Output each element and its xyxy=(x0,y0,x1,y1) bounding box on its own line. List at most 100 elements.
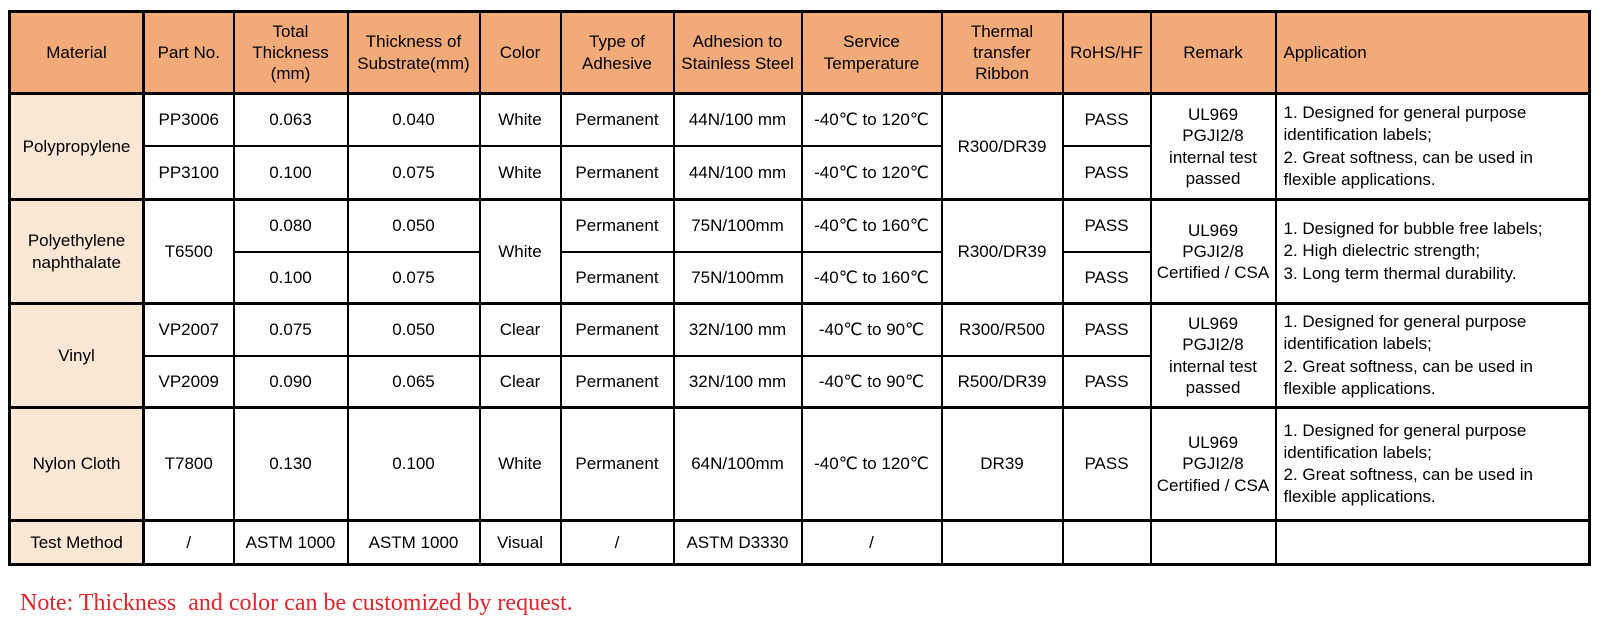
header-ribbon: Thermal transfer Ribbon xyxy=(940,10,1064,95)
cell-adhesive: Permanent xyxy=(559,198,675,253)
cell-rohs: PASS xyxy=(1061,92,1152,147)
cell-total-thickness: 0.090 xyxy=(232,354,349,409)
cell-service-temp: -40℃ to 160℃ xyxy=(800,198,943,253)
cell-part-no: T6500 xyxy=(142,198,235,305)
cell-ribbon: R500/DR39 xyxy=(940,354,1064,409)
cell-material-nylon: Nylon Cloth xyxy=(8,406,145,522)
cell-remark: UL969 PGJI2/8 Certified / CSA xyxy=(1149,198,1277,305)
cell-adhesion: 44N/100 mm xyxy=(672,144,803,201)
cell-substrate-thickness: 0.040 xyxy=(346,92,481,147)
cell-color: White xyxy=(478,198,562,305)
header-service-temp: Service Temperature xyxy=(800,10,943,95)
cell-substrate-thickness: 0.050 xyxy=(346,302,481,357)
cell-service-temp: -40℃ to 120℃ xyxy=(800,406,943,522)
cell-color: Clear xyxy=(478,302,562,357)
cell-application: 1. Designed for general purpose identifi… xyxy=(1274,406,1591,522)
cell-application: 1. Designed for general purpose identifi… xyxy=(1274,302,1591,409)
customization-note: Note: Thickness and color can be customi… xyxy=(20,590,573,616)
cell-total-thickness: 0.100 xyxy=(232,144,349,201)
header-material: Material xyxy=(8,10,145,95)
cell-part-no: VP2007 xyxy=(142,302,235,357)
cell-test-total: ASTM 1000 xyxy=(232,519,349,566)
cell-rohs: PASS xyxy=(1061,250,1152,305)
cell-total-thickness: 0.130 xyxy=(232,406,349,522)
cell-color: White xyxy=(478,406,562,522)
cell-adhesion: 75N/100mm xyxy=(672,250,803,305)
cell-substrate-thickness: 0.100 xyxy=(346,406,481,522)
cell-empty xyxy=(940,519,1064,566)
cell-test-color: Visual xyxy=(478,519,562,566)
cell-adhesion: 44N/100 mm xyxy=(672,92,803,147)
header-adhesive-type: Type of Adhesive xyxy=(559,10,675,95)
header-adhesion: Adhesion to Stainless Steel xyxy=(672,10,803,95)
cell-adhesion: 75N/100mm xyxy=(672,198,803,253)
cell-substrate-thickness: 0.075 xyxy=(346,250,481,305)
cell-total-thickness: 0.063 xyxy=(232,92,349,147)
cell-ribbon: R300/DR39 xyxy=(940,198,1064,305)
header-total-thickness: Total Thickness (mm) xyxy=(232,10,349,95)
cell-adhesion: 64N/100mm xyxy=(672,406,803,522)
table-row: 0.100 0.075 Permanent 75N/100mm -40℃ to … xyxy=(10,250,1590,305)
cell-material-polypropylene: Polypropylene xyxy=(8,92,145,201)
cell-adhesive: Permanent xyxy=(559,302,675,357)
header-part-no: Part No. xyxy=(142,10,235,95)
cell-adhesive: Permanent xyxy=(559,250,675,305)
cell-adhesive: Permanent xyxy=(559,92,675,147)
cell-remark: UL969 PGJI2/8 internal test passed xyxy=(1149,302,1277,409)
table-row: PP3100 0.100 0.075 White Permanent 44N/1… xyxy=(10,144,1590,201)
cell-test-adhesion: ASTM D3330 xyxy=(672,519,803,566)
cell-substrate-thickness: 0.065 xyxy=(346,354,481,409)
cell-empty xyxy=(1274,519,1591,566)
cell-part-no: PP3006 xyxy=(142,92,235,147)
cell-total-thickness: 0.100 xyxy=(232,250,349,305)
cell-ribbon: DR39 xyxy=(940,406,1064,522)
table-row: Nylon Cloth T7800 0.130 0.100 White Perm… xyxy=(8,406,1591,522)
cell-empty xyxy=(1149,519,1277,566)
cell-color: Clear xyxy=(478,354,562,409)
cell-adhesion: 32N/100 mm xyxy=(672,354,803,409)
cell-color: White xyxy=(478,144,562,201)
cell-test-substrate: ASTM 1000 xyxy=(346,519,481,566)
cell-total-thickness: 0.080 xyxy=(232,198,349,253)
table-row: Polypropylene PP3006 0.063 0.040 White P… xyxy=(8,92,1591,201)
material-spec-table: Material Part No. Total Thickness (mm) T… xyxy=(8,10,1591,566)
cell-service-temp: -40℃ to 90℃ xyxy=(800,354,943,409)
cell-part-no: PP3100 xyxy=(142,144,235,201)
cell-rohs: PASS xyxy=(1061,406,1152,522)
cell-remark: UL969 PGJI2/8 internal test passed xyxy=(1149,92,1277,201)
cell-application: 1. Designed for general purpose identifi… xyxy=(1274,92,1591,201)
header-substrate-thickness: Thickness of Substrate(mm) xyxy=(346,10,481,95)
cell-test-adhesive: / xyxy=(559,519,675,566)
cell-service-temp: -40℃ to 160℃ xyxy=(800,250,943,305)
table-row: Vinyl VP2007 0.075 0.050 Clear Permanent… xyxy=(8,302,1591,409)
cell-part-no: T7800 xyxy=(142,406,235,522)
table-row: VP2009 0.090 0.065 Clear Permanent 32N/1… xyxy=(10,354,1590,409)
test-method-row: Test Method / ASTM 1000 ASTM 1000 Visual… xyxy=(8,519,1591,566)
cell-application: 1. Designed for bubble free labels; 2. H… xyxy=(1274,198,1591,305)
cell-material-vinyl: Vinyl xyxy=(8,302,145,409)
cell-adhesive: Permanent xyxy=(559,406,675,522)
header-rohs: RoHS/HF xyxy=(1061,10,1152,95)
header-application: Application xyxy=(1274,10,1591,95)
cell-ribbon: R300/R500 xyxy=(940,302,1064,357)
cell-adhesive: Permanent xyxy=(559,144,675,201)
cell-rohs: PASS xyxy=(1061,302,1152,357)
header-row: Material Part No. Total Thickness (mm) T… xyxy=(8,10,1591,95)
cell-substrate-thickness: 0.075 xyxy=(346,144,481,201)
cell-rohs: PASS xyxy=(1061,144,1152,201)
cell-substrate-thickness: 0.050 xyxy=(346,198,481,253)
cell-empty xyxy=(1061,519,1152,566)
cell-remark: UL969 PGJI2/8 Certified / CSA xyxy=(1149,406,1277,522)
cell-material-pen: Polyethylene naphthalate xyxy=(8,198,145,305)
cell-color: White xyxy=(478,92,562,147)
header-color: Color xyxy=(478,10,562,95)
cell-ribbon: R300/DR39 xyxy=(940,92,1064,201)
cell-adhesive: Permanent xyxy=(559,354,675,409)
header-remark: Remark xyxy=(1149,10,1277,95)
cell-test-temp: / xyxy=(800,519,943,566)
cell-service-temp: -40℃ to 120℃ xyxy=(800,144,943,201)
table-row: Polyethylene naphthalate T6500 0.080 0.0… xyxy=(8,198,1591,305)
cell-test-method-label: Test Method xyxy=(8,519,145,566)
cell-total-thickness: 0.075 xyxy=(232,302,349,357)
